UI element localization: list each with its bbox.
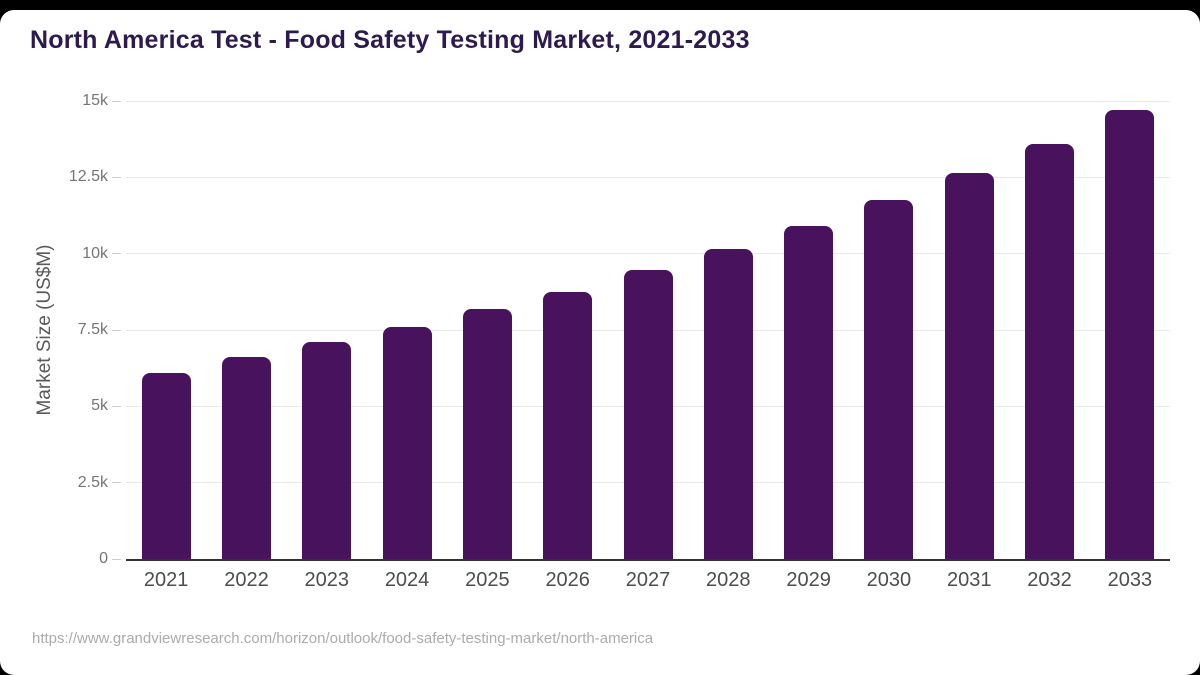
bar-2023[interactable] <box>302 342 352 559</box>
x-tick-label-2024: 2024 <box>384 569 430 591</box>
y-tick-label-12.5k: 12.5k <box>68 168 108 186</box>
y-tick-label-15k: 15k <box>82 92 108 109</box>
gridline-15k <box>126 100 1170 102</box>
source-url: https://www.grandviewresearch.com/horizo… <box>32 630 654 647</box>
bar-2025[interactable] <box>462 308 512 559</box>
y-tick-mark-12.5k <box>112 176 121 178</box>
x-axis-line <box>126 559 1170 561</box>
y-tick-mark-10k <box>112 253 121 255</box>
x-tick-label-2033: 2033 <box>1107 569 1153 591</box>
bar-2021[interactable] <box>141 372 191 559</box>
y-tick-mark-2.5k <box>112 482 121 484</box>
y-tick-label-2.5k: 2.5k <box>77 473 108 491</box>
gridline-12.5k <box>126 176 1170 178</box>
x-tick-label-2027: 2027 <box>625 569 671 591</box>
y-tick-label-7.5k: 7.5k <box>77 321 108 338</box>
y-tick-mark-15k <box>112 100 121 102</box>
y-tick-mark-7.5k <box>112 329 121 331</box>
page-title: North America Test - Food Safety Testing… <box>30 26 750 54</box>
bar-2033[interactable] <box>1105 110 1155 559</box>
bar-2024[interactable] <box>382 326 432 559</box>
x-tick-label-2030: 2030 <box>866 569 912 591</box>
bar-2030[interactable] <box>864 200 914 559</box>
x-tick-label-2026: 2026 <box>545 569 590 591</box>
y-tick-label-0: 0 <box>99 550 108 567</box>
gridline-10k <box>126 253 1170 255</box>
x-tick-label-2028: 2028 <box>706 569 751 591</box>
y-tick-mark-5k <box>112 405 121 407</box>
x-tick-label-2029: 2029 <box>786 569 831 591</box>
y-tick-label-5k: 5k <box>91 397 108 415</box>
bar-2028[interactable] <box>703 249 753 559</box>
bar-2022[interactable] <box>221 357 271 559</box>
x-tick-label-2031: 2031 <box>946 569 992 591</box>
x-tick-label-2025: 2025 <box>465 569 510 591</box>
bar-2031[interactable] <box>944 172 994 559</box>
y-tick-mark-0 <box>112 558 121 560</box>
bar-2026[interactable] <box>543 291 593 559</box>
x-tick-label-2022: 2022 <box>224 569 269 591</box>
bar-2032[interactable] <box>1025 143 1075 559</box>
bar-2027[interactable] <box>623 270 673 559</box>
x-tick-label-2032: 2032 <box>1027 569 1072 591</box>
x-tick-label-2023: 2023 <box>304 569 350 591</box>
y-tick-label-10k: 10k <box>82 244 108 262</box>
x-tick-label-2021: 2021 <box>143 569 189 591</box>
bar-2029[interactable] <box>784 226 834 559</box>
chart-card: North America Test - Food Safety Testing… <box>0 10 1200 675</box>
